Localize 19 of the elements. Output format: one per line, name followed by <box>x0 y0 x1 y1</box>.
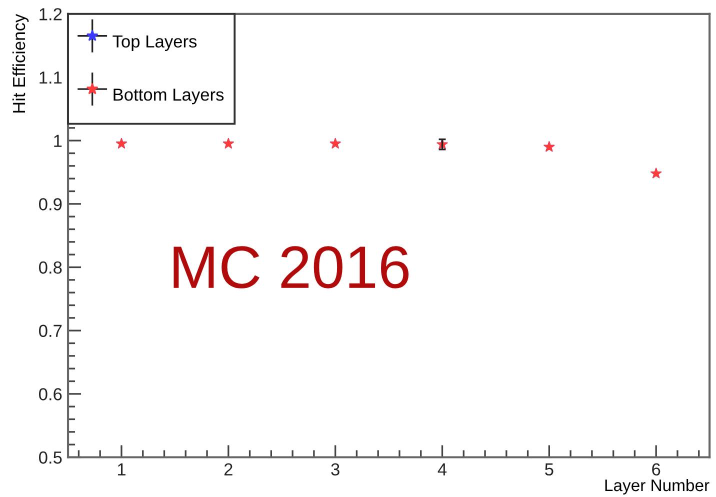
x-tick-label: 6 <box>652 463 660 476</box>
x-tick-label: 3 <box>331 463 340 476</box>
x-tick-label: 2 <box>224 463 232 476</box>
y-tick-label: 1 <box>54 134 62 147</box>
y-tick-label: 0.6 <box>39 388 62 400</box>
legend-label: Bottom Layers <box>114 88 224 104</box>
y-tick-label: 0.5 <box>39 451 62 464</box>
y-tick-label: 0.7 <box>39 324 62 338</box>
y-tick-label: 0.8 <box>39 261 62 274</box>
annotation: MC 2016 <box>174 246 409 288</box>
x-axis-title: Layer Number <box>605 478 710 495</box>
y-tick-label: 1.2 <box>40 8 62 20</box>
y-tick-label: 1.1 <box>40 72 62 84</box>
x-tick-label: 4 <box>438 463 447 476</box>
x-tick-label: 1 <box>118 463 126 476</box>
x-tick-label: 5 <box>545 463 554 476</box>
y-tick-label: 0.9 <box>39 198 62 210</box>
y-axis-title: Hit Efficiency <box>12 14 29 113</box>
legend-label: Top Layers <box>112 35 197 52</box>
